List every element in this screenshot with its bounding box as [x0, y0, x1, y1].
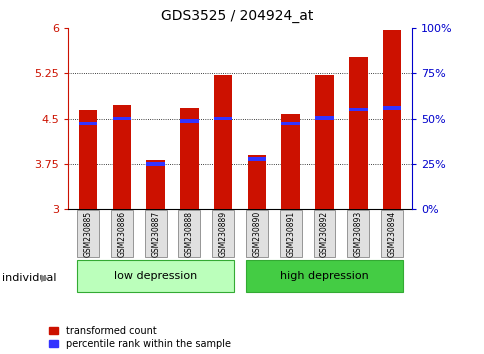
Bar [112, 117, 131, 120]
Bar [180, 119, 198, 123]
Text: high depression: high depression [280, 271, 368, 281]
FancyBboxPatch shape [313, 210, 335, 257]
Text: GDS3525 / 204924_at: GDS3525 / 204924_at [161, 9, 313, 23]
Bar [281, 122, 300, 125]
FancyBboxPatch shape [245, 210, 267, 257]
Text: GSM230894: GSM230894 [387, 211, 396, 257]
Bar [315, 75, 333, 209]
FancyBboxPatch shape [77, 260, 234, 292]
Text: individual: individual [2, 273, 57, 283]
Bar [281, 114, 300, 209]
Bar [315, 116, 333, 120]
Bar [382, 106, 400, 110]
FancyBboxPatch shape [212, 210, 234, 257]
Bar [79, 110, 97, 209]
Bar [146, 162, 165, 166]
Bar [247, 157, 266, 161]
Bar [146, 160, 165, 209]
Text: GSM230886: GSM230886 [117, 211, 126, 257]
FancyBboxPatch shape [178, 210, 200, 257]
FancyBboxPatch shape [77, 210, 99, 257]
Text: GSM230888: GSM230888 [184, 211, 194, 257]
Text: GSM230892: GSM230892 [319, 211, 328, 257]
FancyBboxPatch shape [279, 210, 301, 257]
Bar [247, 155, 266, 209]
Text: GSM230887: GSM230887 [151, 211, 160, 257]
Bar [382, 30, 400, 209]
Legend: transformed count, percentile rank within the sample: transformed count, percentile rank withi… [48, 326, 230, 349]
Bar [213, 75, 232, 209]
Text: GSM230893: GSM230893 [353, 211, 362, 257]
Text: GSM230891: GSM230891 [286, 211, 295, 257]
Bar [348, 108, 367, 112]
Bar [79, 122, 97, 125]
Text: ▶: ▶ [41, 273, 48, 283]
Bar [213, 117, 232, 120]
FancyBboxPatch shape [245, 260, 402, 292]
Bar [348, 57, 367, 209]
Text: GSM230890: GSM230890 [252, 211, 261, 257]
FancyBboxPatch shape [111, 210, 133, 257]
FancyBboxPatch shape [144, 210, 166, 257]
Bar [180, 108, 198, 209]
Text: GSM230885: GSM230885 [83, 211, 92, 257]
Text: low depression: low depression [114, 271, 197, 281]
Bar [112, 105, 131, 209]
Text: GSM230889: GSM230889 [218, 211, 227, 257]
FancyBboxPatch shape [347, 210, 368, 257]
FancyBboxPatch shape [380, 210, 402, 257]
